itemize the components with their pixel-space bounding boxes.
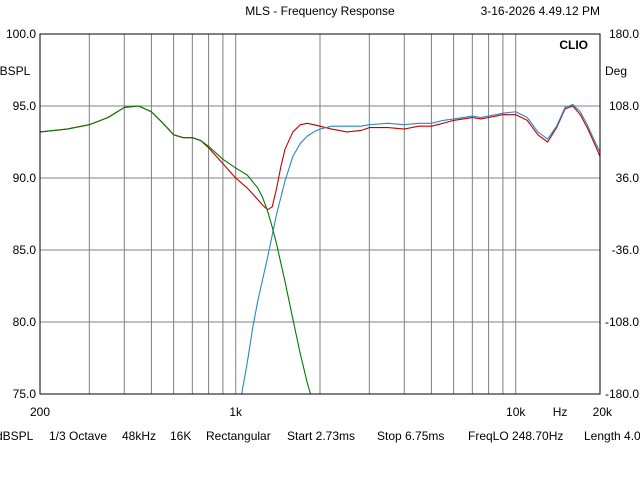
y2-tick-label: -180.0 bbox=[605, 387, 639, 401]
y2-tick-label: -36.0 bbox=[612, 243, 640, 257]
x-tick-label: Hz bbox=[553, 405, 568, 419]
footer-item: Length 4.02ms bbox=[584, 429, 640, 443]
chart-title: MLS - Frequency Response bbox=[245, 4, 395, 18]
y2-tick-label: 180.0 bbox=[609, 27, 639, 41]
y-tick-label: 95.0 bbox=[13, 99, 37, 113]
y-tick-label: 80.0 bbox=[13, 315, 37, 329]
x-tick-label: 1k bbox=[229, 405, 243, 419]
footer-item: Start 2.73ms bbox=[287, 429, 355, 443]
footer-item: dBSPL bbox=[0, 429, 34, 443]
timestamp: 3-16-2026 4.49.12 PM bbox=[481, 4, 600, 18]
y-ticks: 100.0 95.0 90.0 85.0 80.0 75.0 bbox=[6, 27, 36, 401]
x-tick-label: 10k bbox=[506, 405, 526, 419]
footer-item: FreqLO 248.70Hz bbox=[468, 429, 563, 443]
y2-axis-label: Deg bbox=[605, 64, 627, 78]
y-tick-label: 90.0 bbox=[13, 171, 37, 185]
x-tick-label: 200 bbox=[30, 405, 50, 419]
plot-frame bbox=[39, 33, 601, 395]
y2-tick-label: 36.0 bbox=[616, 171, 640, 185]
footer-item: 16K bbox=[170, 429, 191, 443]
y-axis-label: dBSPL bbox=[0, 64, 31, 78]
x-ticks: 200 1k 10k Hz 20k bbox=[30, 405, 613, 419]
grid bbox=[40, 34, 600, 394]
y2-tick-label: 108.0 bbox=[609, 99, 639, 113]
status-footer: dBSPL 1/3 Octave 48kHz 16K Rectangular Start … bbox=[0, 429, 640, 443]
y-tick-label: 100.0 bbox=[6, 27, 36, 41]
x-tick-label: 20k bbox=[593, 405, 613, 419]
curve-blue bbox=[241, 104, 601, 395]
clio-logo: CLIO bbox=[559, 38, 588, 52]
footer-item: 48kHz bbox=[122, 429, 156, 443]
y-tick-label: 85.0 bbox=[13, 243, 37, 257]
y-tick-label: 75.0 bbox=[13, 387, 37, 401]
footer-item: Stop 6.75ms bbox=[377, 429, 444, 443]
footer-item: 1/3 Octave bbox=[49, 429, 107, 443]
y2-tick-label: -108.0 bbox=[605, 315, 639, 329]
y2-ticks: 180.0 108.0 36.0 -36.0 -108.0 -180.0 bbox=[605, 27, 639, 401]
footer-item: Rectangular bbox=[206, 429, 271, 443]
